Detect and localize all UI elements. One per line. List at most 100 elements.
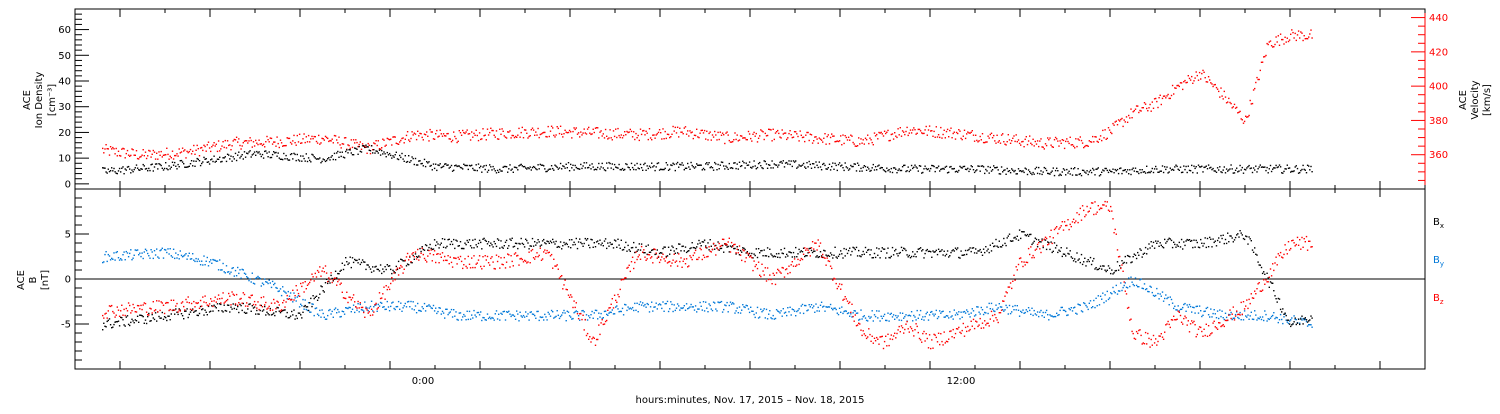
velocity-series-point	[588, 127, 589, 128]
velocity-series-point	[341, 147, 342, 148]
velocity-series-point	[788, 133, 789, 134]
by-series-point	[1127, 287, 1128, 288]
by-series-point	[1130, 277, 1131, 278]
velocity-series-point	[1040, 138, 1041, 139]
density-series-point	[708, 162, 709, 163]
by-series-point	[252, 273, 253, 274]
by-series-point	[1215, 313, 1216, 314]
density-series-point	[964, 166, 965, 167]
density-series-point	[635, 169, 636, 170]
by-series-point	[905, 314, 906, 315]
by-series-point	[147, 253, 148, 254]
bx-series-point	[551, 242, 552, 243]
by-series-point	[1238, 318, 1239, 319]
bx-series-point	[671, 245, 672, 246]
bx-series-point	[1217, 240, 1218, 241]
bx-series-point	[793, 252, 794, 253]
bx-series-point	[693, 247, 694, 248]
by-series-point	[764, 308, 765, 309]
by-series-point	[701, 306, 702, 307]
by-series-point	[589, 317, 590, 318]
bx-series-point	[858, 250, 859, 251]
velocity-series-point	[406, 135, 407, 136]
bx-series-point	[761, 250, 762, 251]
bx-series-point	[634, 252, 635, 253]
bx-series-point	[454, 248, 455, 249]
density-series-point	[1260, 164, 1261, 165]
bx-series-point	[357, 262, 358, 263]
bx-series-point	[1172, 247, 1173, 248]
by-series-point	[752, 311, 753, 312]
bx-series-point	[1220, 235, 1221, 236]
velocity-series-point	[751, 140, 752, 141]
density-series-point	[482, 166, 483, 167]
bz-series-point	[550, 255, 551, 256]
bx-series-point	[301, 317, 302, 318]
bx-series-point	[1212, 238, 1213, 239]
density-series-point	[1055, 170, 1056, 171]
bz-series-point	[485, 255, 486, 256]
by-series-point	[455, 311, 456, 312]
bz-series-point	[540, 248, 541, 249]
density-series-point	[823, 163, 824, 164]
bx-series-point	[620, 248, 621, 249]
by-series-point	[285, 292, 286, 293]
by-series-point	[267, 283, 268, 284]
bx-series-point	[639, 243, 640, 244]
bx-series-point	[539, 241, 540, 242]
velocity-series-point	[396, 143, 397, 144]
by-series-point	[867, 320, 868, 321]
by-series-point	[390, 306, 391, 307]
density-series-point	[1017, 173, 1018, 174]
density-series-point	[440, 163, 441, 164]
density-series-point	[476, 164, 477, 165]
density-series-point	[253, 153, 254, 154]
by-series-point	[686, 303, 687, 304]
by-series-point	[344, 314, 345, 315]
bz-series-point	[391, 277, 392, 278]
density-series-point	[1022, 170, 1023, 171]
bz-series-point	[481, 268, 482, 269]
bx-series-point	[444, 239, 445, 240]
bx-series-point	[1206, 247, 1207, 248]
density-series-point	[1296, 165, 1297, 166]
velocity-series-point	[222, 141, 223, 142]
by-series-point	[820, 305, 821, 306]
velocity-series-point	[540, 134, 541, 135]
by-series-point	[1187, 304, 1188, 305]
density-series-point	[540, 164, 541, 165]
density-series-point	[220, 161, 221, 162]
by-series-point	[514, 316, 515, 317]
density-series-point	[294, 154, 295, 155]
velocity-series-point	[153, 150, 154, 151]
by-series-point	[882, 318, 883, 319]
density-series-point	[1071, 168, 1072, 169]
by-series-point	[1310, 324, 1311, 325]
velocity-series-point	[928, 129, 929, 130]
by-series-point	[1164, 298, 1165, 299]
by-series-point	[1226, 317, 1227, 318]
velocity-series-point	[481, 138, 482, 139]
density-series-point	[749, 161, 750, 162]
density-series-point	[560, 163, 561, 164]
bx-series-point	[777, 257, 778, 258]
by-series-point	[443, 312, 444, 313]
velocity-series-point	[229, 144, 230, 145]
bx-series-point	[1045, 239, 1046, 240]
bx-series-point	[488, 241, 489, 242]
density-series-point	[748, 164, 749, 165]
bx-series-point	[589, 247, 590, 248]
by-series-point	[1229, 314, 1230, 315]
density-series-point	[309, 160, 310, 161]
bx-series-point	[1031, 244, 1032, 245]
bx-series-point	[797, 253, 798, 254]
bx-series-point	[625, 242, 626, 243]
density-series-point	[928, 168, 929, 169]
bx-series-point	[824, 250, 825, 251]
bz-series-point	[611, 304, 612, 305]
density-series-point	[1001, 166, 1002, 167]
by-series-point	[924, 316, 925, 317]
velocity-series-point	[589, 133, 590, 134]
bz-series-point	[132, 304, 133, 305]
velocity-series-point	[633, 131, 634, 132]
